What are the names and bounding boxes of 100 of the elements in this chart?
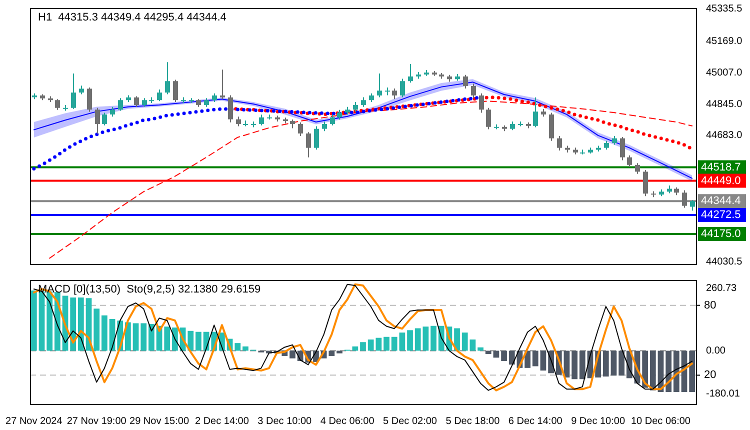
candlestick xyxy=(330,114,335,126)
bar xyxy=(642,350,648,388)
bar xyxy=(430,326,436,351)
bar xyxy=(407,330,413,351)
bar xyxy=(242,346,248,351)
bar xyxy=(78,297,84,351)
bar xyxy=(336,350,342,354)
candlestick xyxy=(165,62,170,95)
bar xyxy=(38,291,45,351)
candlestick xyxy=(220,69,225,100)
x-tick-label: 9 Dec 10:00 xyxy=(571,416,626,427)
ref-line-label: 44518.7 xyxy=(701,161,741,174)
candlestick xyxy=(55,98,60,110)
bar xyxy=(101,315,108,351)
bar xyxy=(493,350,500,358)
candlestick xyxy=(627,154,632,168)
bar xyxy=(30,290,37,351)
y-tick-label: 260.73 xyxy=(706,283,738,294)
candlestick xyxy=(643,169,648,197)
x-tick-label: 5 Dec 18:00 xyxy=(446,416,500,427)
bar xyxy=(46,291,53,351)
bar xyxy=(196,332,202,351)
x-tick-label: 27 Nov 19:00 xyxy=(66,416,127,427)
ref-line-label: 44449.0 xyxy=(701,174,741,187)
bar xyxy=(540,350,546,371)
ref-line-label: 44344.4 xyxy=(701,195,741,208)
bar xyxy=(524,350,530,368)
x-tick-label: 10 Dec 06:00 xyxy=(630,416,691,427)
x-tick-label: 6 Dec 14:00 xyxy=(508,416,563,427)
candlestick xyxy=(557,136,562,152)
candlestick xyxy=(353,102,358,112)
candlestick xyxy=(102,112,107,126)
bar xyxy=(360,342,366,351)
candlestick xyxy=(314,126,319,150)
bar xyxy=(689,350,696,392)
candlestick xyxy=(392,88,397,100)
bar xyxy=(290,350,296,358)
y-tick-label: 44683.0 xyxy=(706,130,743,142)
candlestick xyxy=(385,87,390,96)
x-tick-label: 2 Dec 14:00 xyxy=(194,416,250,427)
candlestick xyxy=(361,96,366,108)
candlestick xyxy=(400,78,405,98)
candlestick xyxy=(71,73,76,110)
y-tick-label: 44030.5 xyxy=(706,256,743,268)
candlestick xyxy=(134,96,139,108)
candlestick xyxy=(690,200,695,212)
bar xyxy=(384,336,390,351)
candlestick xyxy=(463,74,468,89)
candlestick xyxy=(298,122,303,136)
bar xyxy=(478,347,484,351)
y-tick-label: 45335.5 xyxy=(706,4,743,15)
x-tick-label: 5 Dec 02:00 xyxy=(383,416,438,427)
bar xyxy=(164,326,170,351)
candlestick xyxy=(377,73,382,98)
y-tick-label: 0.00 xyxy=(706,345,726,356)
candlestick xyxy=(259,114,264,126)
candlestick xyxy=(635,162,640,174)
candlestick xyxy=(479,92,484,114)
bar xyxy=(188,330,194,351)
bar xyxy=(470,339,476,351)
bar xyxy=(454,328,460,351)
bar xyxy=(564,350,570,378)
candlestick xyxy=(157,88,162,102)
x-tick-label: 4 Dec 06:00 xyxy=(320,416,375,427)
candlestick xyxy=(620,136,625,161)
y2-tick-label: 80 xyxy=(704,299,716,312)
candlestick xyxy=(337,109,342,120)
bar xyxy=(572,350,578,380)
y-tick-label: 45007.0 xyxy=(706,67,743,78)
bar xyxy=(462,332,468,351)
candlestick xyxy=(322,120,327,132)
bar xyxy=(234,343,241,351)
bar xyxy=(508,350,515,365)
candlestick xyxy=(236,116,241,127)
bar xyxy=(501,350,507,361)
ref-line-label: 44272.5 xyxy=(701,209,741,222)
candlestick xyxy=(87,87,92,112)
x-tick-label: 29 Nov 15:00 xyxy=(130,416,190,427)
candlestick xyxy=(486,107,491,130)
bar xyxy=(148,324,154,351)
bar xyxy=(673,350,680,392)
x-tick-label: 27 Nov 2024 xyxy=(6,416,63,427)
candlestick xyxy=(471,83,476,99)
candlestick xyxy=(549,112,554,142)
chart-title: H1 44315.3 44349.4 44295.4 44344.4 xyxy=(38,12,226,24)
bar xyxy=(132,323,139,351)
bar xyxy=(602,350,609,377)
bar xyxy=(532,350,538,366)
ref-line-label: 44175.0 xyxy=(701,228,741,240)
candlestick xyxy=(306,132,311,158)
bar xyxy=(70,297,76,351)
bar xyxy=(94,308,100,351)
candlestick xyxy=(173,79,178,103)
candlestick xyxy=(228,94,233,123)
x-tick-label: 3 Dec 10:00 xyxy=(258,416,312,427)
candlestick xyxy=(682,190,687,208)
bar xyxy=(610,350,617,376)
y-tick-label: 44845.0 xyxy=(706,98,743,110)
candlestick xyxy=(533,96,538,128)
candlestick xyxy=(95,107,100,134)
